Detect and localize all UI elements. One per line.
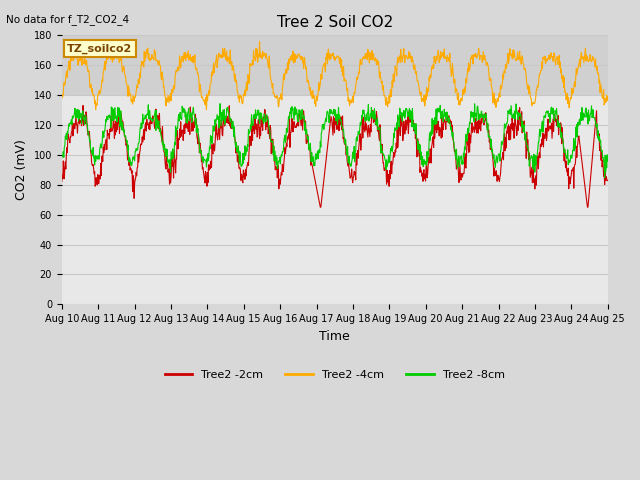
Y-axis label: CO2 (mV): CO2 (mV) xyxy=(15,139,28,200)
X-axis label: Time: Time xyxy=(319,330,350,343)
Legend: Tree2 -2cm, Tree2 -4cm, Tree2 -8cm: Tree2 -2cm, Tree2 -4cm, Tree2 -8cm xyxy=(160,366,509,385)
Text: TZ_soilco2: TZ_soilco2 xyxy=(67,43,132,54)
Title: Tree 2 Soil CO2: Tree 2 Soil CO2 xyxy=(276,15,393,30)
Bar xyxy=(62,36,608,95)
Text: No data for f_T2_CO2_4: No data for f_T2_CO2_4 xyxy=(6,14,129,25)
